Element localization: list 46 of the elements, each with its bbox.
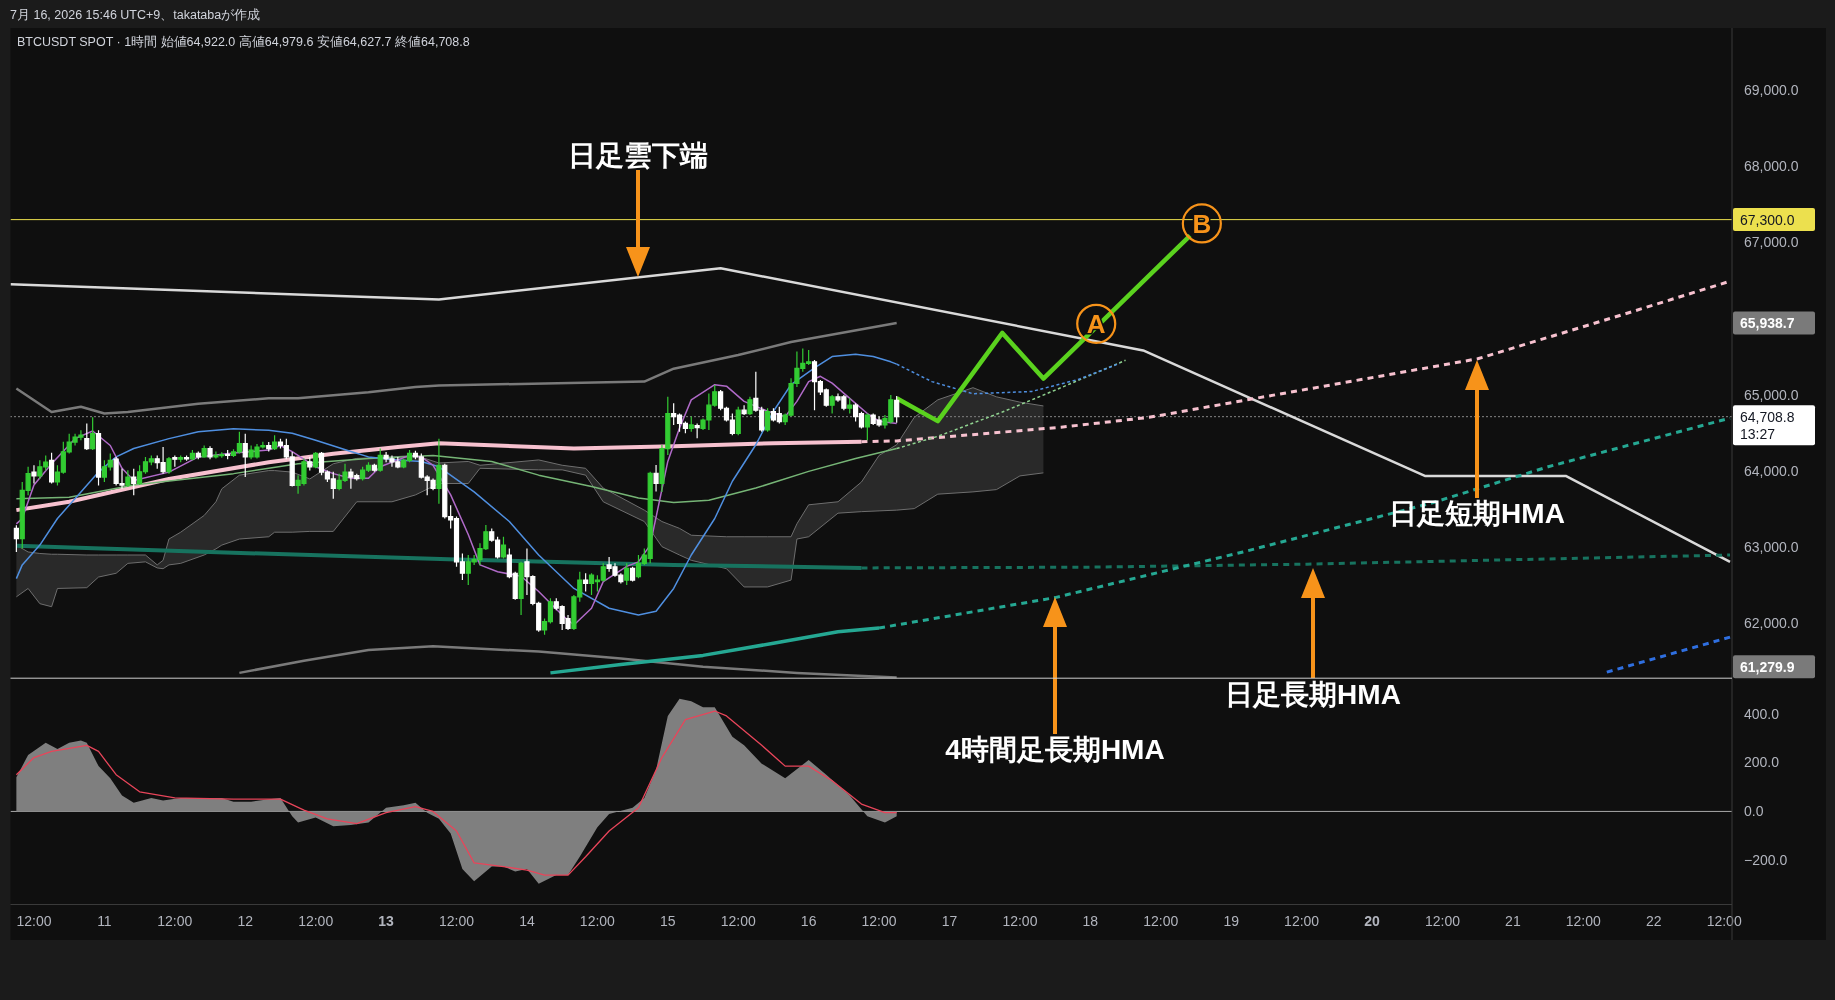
x-tick-label: 12:00 xyxy=(1565,913,1602,930)
x-tick-label: 21 xyxy=(1505,913,1521,930)
y-tick-label: 64,000.0 xyxy=(1744,462,1799,479)
x-tick-label: 12:00 xyxy=(1284,913,1320,930)
x-tick-label: 17 xyxy=(941,913,958,930)
x-tick-label: 19 xyxy=(1223,913,1240,930)
text: 61,279.9 xyxy=(1740,658,1795,675)
y-tick-label: 63,000.0 xyxy=(1744,538,1799,555)
chart-subtitle: BTCUSDT SPOT · 1時間 始値64,922.0 高値64,979.6 安値64,627.7 終値64,708.8 xyxy=(17,33,470,49)
chart-title: 7月 16, 2026 15:46 UTC+9、takatabaが作成 xyxy=(10,7,261,22)
ref-line-label: 64,708.8 13:27 xyxy=(1740,408,1795,442)
annotation: 日足雲下端 xyxy=(568,140,708,172)
x-tick-label: 12:00 xyxy=(1706,913,1742,930)
y-tick-label: 62,000.0 xyxy=(1744,614,1799,631)
x-tick-label: 12:00 xyxy=(1424,913,1461,930)
y-tick-label: −200.0 xyxy=(1744,852,1788,869)
x-tick-label: 12:00 xyxy=(861,913,897,930)
x-tick-label: 12 xyxy=(237,913,254,930)
annotation: 日足長期HMA xyxy=(1225,679,1401,711)
x-tick-label: 11 xyxy=(97,913,112,930)
y-tick-label: 200.0 xyxy=(1744,754,1780,771)
y-tick-label: 65,000.0 xyxy=(1744,386,1799,403)
text: 65,938.7 xyxy=(1740,315,1795,331)
x-tick-label: 13 xyxy=(378,913,395,930)
x-tick-label: 14 xyxy=(519,913,535,930)
y-tick-label: 400.0 xyxy=(1744,705,1780,722)
y-tick-label: 0.0 xyxy=(1744,803,1764,820)
x-tick-label: 12:00 xyxy=(298,913,334,930)
x-tick-label: 12:00 xyxy=(439,913,475,930)
x-tick-label: 12:00 xyxy=(1143,913,1179,930)
x-tick-label: 12:00 xyxy=(16,913,52,930)
x-tick-label: 12:00 xyxy=(157,913,193,930)
ref-line-label: 67,300.0 xyxy=(1740,211,1795,228)
annotation: 日足短期HMA xyxy=(1389,498,1565,530)
x-tick-label: 12:00 xyxy=(720,913,756,930)
x-tick-label: 16 xyxy=(800,913,817,930)
x-tick-label: 18 xyxy=(1082,913,1099,930)
y-tick-label: 67,000.0 xyxy=(1744,234,1799,251)
y-tick-label: 68,000.0 xyxy=(1744,158,1799,175)
x-tick-label: 20 xyxy=(1364,913,1381,930)
y-tick-label: 69,000.0 xyxy=(1744,82,1799,99)
x-tick-label: 15 xyxy=(660,913,676,930)
x-tick-label: 12:00 xyxy=(579,913,616,930)
annotation: 4時間足長期HMA xyxy=(945,734,1165,766)
x-tick-label: 22 xyxy=(1645,913,1662,930)
x-tick-label: 12:00 xyxy=(1002,913,1038,930)
